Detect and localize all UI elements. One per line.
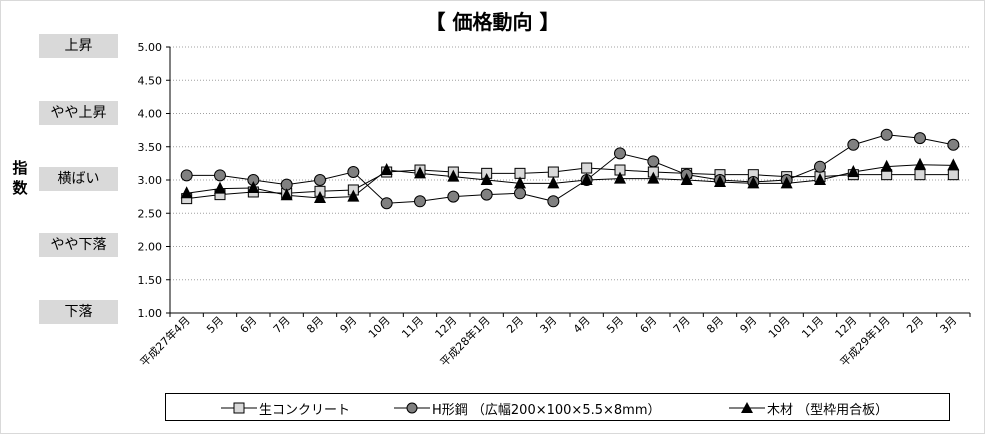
data-point-circle bbox=[947, 138, 960, 151]
y-tick-label: 5.00 bbox=[138, 41, 163, 54]
x-tick-label: 12月 bbox=[833, 314, 860, 341]
y-axis-title: 指数 bbox=[12, 159, 28, 197]
data-point-triangle bbox=[214, 181, 226, 194]
x-tick-label: 6月 bbox=[638, 314, 660, 336]
data-point-triangle bbox=[314, 190, 326, 203]
x-tick-label: 6月 bbox=[238, 314, 260, 336]
legend-label-concrete: 生コンクリート bbox=[259, 402, 351, 418]
data-point-circle bbox=[814, 160, 826, 173]
y-tick-label: 2.00 bbox=[138, 241, 163, 254]
data-point-circle bbox=[414, 195, 426, 208]
data-point-triangle bbox=[814, 173, 826, 185]
legend-entry-h-steel: H形鋼 （広幅200×100×5.5×8mm） bbox=[394, 398, 660, 418]
chart-title: 【 価格動向 】 bbox=[425, 10, 560, 34]
data-point-triangle bbox=[480, 173, 493, 185]
x-tick-label: 3月 bbox=[938, 314, 960, 336]
x-tick-label: 9月 bbox=[738, 314, 760, 336]
data-point-triangle bbox=[780, 176, 793, 189]
legend-label-lumber: 木材 （型枠用合板） bbox=[767, 402, 889, 418]
data-point-triangle bbox=[247, 180, 260, 193]
level-label-fall: 下落 bbox=[39, 300, 118, 324]
x-tick-label: 5月 bbox=[604, 314, 626, 336]
x-tick-label: 平成27年4月 bbox=[137, 313, 193, 369]
x-tick-label: 10月 bbox=[366, 314, 393, 341]
legend-marker-triangle bbox=[729, 402, 765, 413]
x-tick-label: 7月 bbox=[271, 314, 293, 336]
data-point-triangle bbox=[914, 157, 926, 170]
data-point-circle bbox=[647, 155, 660, 168]
data-point-triangle bbox=[514, 176, 526, 189]
data-point-triangle bbox=[647, 171, 660, 184]
x-tick-label: 9月 bbox=[338, 314, 360, 336]
data-point-triangle bbox=[880, 159, 893, 172]
data-point-triangle bbox=[680, 173, 693, 185]
x-tick-label: 7月 bbox=[671, 314, 693, 336]
data-point-circle bbox=[480, 188, 493, 201]
legend-entry-concrete: 生コンクリート bbox=[221, 398, 350, 418]
data-point-triangle bbox=[447, 169, 460, 182]
x-tick-label: 4月 bbox=[571, 314, 593, 336]
level-label-flat: 横ばい bbox=[39, 167, 118, 191]
y-tick-label: 2.50 bbox=[138, 207, 163, 220]
data-point-square bbox=[547, 166, 559, 178]
x-tick-label: 8月 bbox=[304, 314, 326, 336]
x-tick-label: 2月 bbox=[904, 314, 926, 336]
data-point-circle bbox=[380, 197, 393, 210]
series-line-0 bbox=[186, 167, 954, 200]
legend-label-h-steel: H形鋼 （広幅200×100×5.5×8mm） bbox=[432, 402, 661, 418]
data-point-square bbox=[947, 169, 959, 181]
x-tick-label: 11月 bbox=[399, 314, 426, 341]
data-point-triangle bbox=[947, 158, 960, 171]
data-point-square bbox=[914, 169, 926, 181]
data-point-triangle bbox=[414, 166, 426, 179]
level-label-slight-rise: やや上昇 bbox=[39, 101, 118, 125]
legend-marker-square bbox=[221, 402, 257, 414]
y-tick-label: 3.00 bbox=[138, 174, 163, 187]
x-tick-label: 2月 bbox=[504, 314, 526, 336]
legend-marker-circle bbox=[394, 402, 430, 414]
data-point-square bbox=[581, 162, 593, 174]
data-point-circle bbox=[880, 128, 893, 141]
data-point-triangle bbox=[847, 165, 860, 178]
legend-entry-lumber: 木材 （型枠用合板） bbox=[729, 398, 888, 418]
data-point-circle bbox=[914, 132, 926, 145]
data-point-circle bbox=[447, 190, 460, 203]
data-point-triangle bbox=[714, 174, 726, 187]
data-point-triangle bbox=[380, 163, 393, 176]
data-point-circle bbox=[847, 138, 860, 151]
data-point-triangle bbox=[580, 173, 593, 185]
level-label-slight-fall: やや下落 bbox=[39, 233, 118, 257]
data-point-triangle bbox=[747, 176, 760, 189]
data-point-circle bbox=[547, 195, 560, 208]
y-tick-label: 4.50 bbox=[138, 74, 163, 87]
data-point-circle bbox=[214, 169, 226, 182]
data-point-circle bbox=[180, 169, 193, 182]
y-tick-label: 3.50 bbox=[138, 141, 163, 154]
series-line-2 bbox=[186, 164, 954, 199]
chart-legend: 生コンクリート H形鋼 （広幅200×100×5.5×8mm） 木材 （型枠用合… bbox=[165, 393, 950, 421]
data-point-circle bbox=[614, 147, 626, 160]
x-tick-label: 5月 bbox=[204, 314, 226, 336]
series-line-1 bbox=[186, 134, 954, 204]
data-point-circle bbox=[314, 174, 326, 186]
x-tick-label: 12月 bbox=[433, 314, 460, 341]
data-point-triangle bbox=[280, 188, 293, 201]
y-tick-label: 4.00 bbox=[138, 108, 163, 121]
level-label-rise: 上昇 bbox=[39, 34, 118, 58]
data-point-triangle bbox=[547, 176, 560, 189]
data-point-triangle bbox=[180, 186, 193, 199]
x-tick-label: 10月 bbox=[766, 314, 793, 341]
x-tick-label: 11月 bbox=[799, 314, 826, 341]
x-tick-label: 3月 bbox=[538, 314, 560, 336]
data-point-circle bbox=[514, 187, 526, 200]
data-point-circle bbox=[347, 166, 360, 179]
y-tick-label: 1.00 bbox=[138, 307, 163, 320]
x-tick-label: 8月 bbox=[704, 314, 726, 336]
y-tick-label: 1.50 bbox=[138, 274, 163, 287]
data-point-triangle bbox=[614, 171, 626, 184]
data-point-triangle bbox=[347, 189, 360, 202]
